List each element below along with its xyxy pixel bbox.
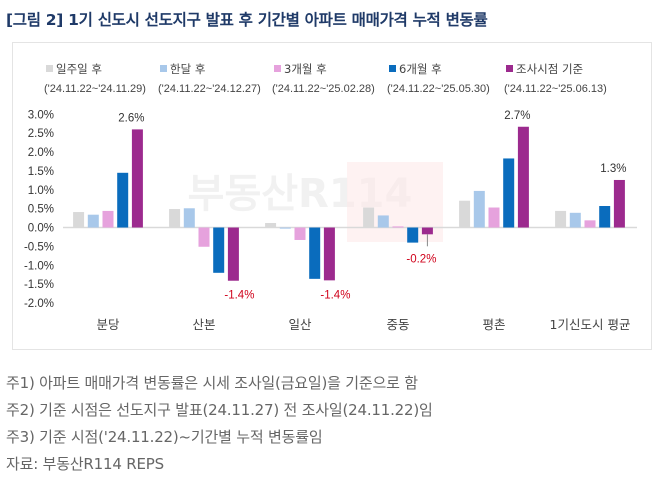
- y-tick-label: -1.0%: [24, 260, 54, 272]
- y-tick-label: 0.0%: [28, 223, 54, 235]
- data-label: 2.6%: [118, 112, 144, 124]
- bar-1-5: [569, 212, 581, 228]
- bar-3-2: [309, 227, 321, 279]
- y-tick-label: 0.5%: [28, 204, 54, 216]
- legend-label: 3개월 후: [284, 62, 327, 76]
- bar-2-0: [102, 210, 114, 228]
- y-tick-label: -0.5%: [24, 241, 54, 253]
- bar-4-5: [613, 179, 625, 228]
- legend-swatch: [160, 65, 167, 72]
- x-tick-label: 분당: [96, 317, 120, 332]
- legend-period: ('24.11.22~'24.11.29): [44, 83, 146, 95]
- bar-0-2: [265, 222, 277, 228]
- y-tick-label: -2.0%: [24, 298, 54, 310]
- bar-1-0: [87, 214, 99, 228]
- x-tick-label: 평촌: [482, 317, 505, 332]
- bar-1-3: [377, 215, 389, 228]
- bar-2-1: [198, 227, 210, 247]
- legend-period: ('24.11.22~'24.12.27): [158, 83, 261, 95]
- source-note: 자료: 부동산R114 REPS: [6, 455, 164, 473]
- y-tick-label: 3.0%: [28, 109, 54, 121]
- bar-1-1: [183, 208, 195, 228]
- chart-frame: [12, 42, 652, 350]
- bar-3-3: [407, 227, 419, 243]
- legend-swatch: [274, 65, 281, 72]
- legend-label: 한달 후: [170, 62, 205, 76]
- x-tick-label: 산본: [192, 317, 215, 332]
- data-label: 2.7%: [504, 110, 530, 122]
- figure-title: [그림 2] 1기 신도시 선도지구 발표 후 기간별 아파트 매매가격 누적 …: [6, 11, 488, 29]
- legend-swatch: [506, 65, 513, 72]
- bar-3-4: [503, 158, 515, 228]
- y-tick-label: 2.0%: [28, 147, 54, 159]
- bar-2-3: [392, 226, 404, 228]
- y-tick-label: -1.5%: [24, 279, 54, 291]
- y-tick-label: 1.0%: [28, 185, 54, 197]
- bar-0-0: [73, 212, 85, 228]
- bar-0-1: [169, 209, 181, 228]
- bar-1-4: [473, 190, 485, 228]
- bar-4-1: [227, 227, 239, 281]
- legend-label: 6개월 후: [399, 62, 442, 76]
- data-label: 1.3%: [600, 163, 626, 175]
- data-label: -1.4%: [320, 289, 350, 301]
- x-tick-label: 1기신도시 평균: [550, 317, 631, 332]
- note-3: 주3) 기준 시점('24.11.22)~기간별 누적 변동률임: [6, 428, 323, 446]
- bar-0-5: [555, 210, 567, 228]
- y-tick-label: 2.5%: [28, 128, 54, 140]
- bar-0-3: [363, 207, 375, 228]
- legend-period: ('24.11.22~'25.06.13): [504, 83, 607, 95]
- note-1: 주1) 아파트 매매가격 변동률은 시세 조사일(금요일)을 기준으로 함: [6, 374, 418, 392]
- legend-label: 조사시점 기준: [516, 62, 583, 76]
- legend-swatch: [389, 65, 396, 72]
- data-label: -1.4%: [224, 290, 254, 302]
- bar-0-4: [459, 200, 471, 228]
- bar-2-4: [488, 207, 500, 228]
- bar-1-2: [279, 227, 291, 229]
- legend-label: 일주일 후: [56, 62, 102, 76]
- bar-4-2: [323, 227, 335, 281]
- bar-3-5: [599, 206, 611, 228]
- legend-period: ('24.11.22~'25.02.28): [272, 83, 375, 95]
- bar-2-2: [294, 227, 306, 240]
- bar-2-5: [584, 220, 596, 228]
- bar-4-0: [131, 129, 143, 228]
- data-label: -0.2%: [406, 253, 436, 265]
- legend-swatch: [46, 65, 53, 72]
- x-tick-label: 일산: [288, 317, 312, 332]
- bar-4-3: [421, 227, 433, 235]
- y-tick-label: 1.5%: [28, 166, 54, 178]
- x-tick-label: 중동: [386, 317, 409, 332]
- note-2: 주2) 기준 시점은 선도지구 발표(24.11.27) 전 조사일(24.11…: [6, 401, 433, 419]
- bar-3-0: [117, 172, 129, 228]
- legend-period: ('24.11.22~'25.05.30): [387, 83, 490, 95]
- bar-3-1: [213, 227, 225, 273]
- bar-4-4: [517, 126, 529, 228]
